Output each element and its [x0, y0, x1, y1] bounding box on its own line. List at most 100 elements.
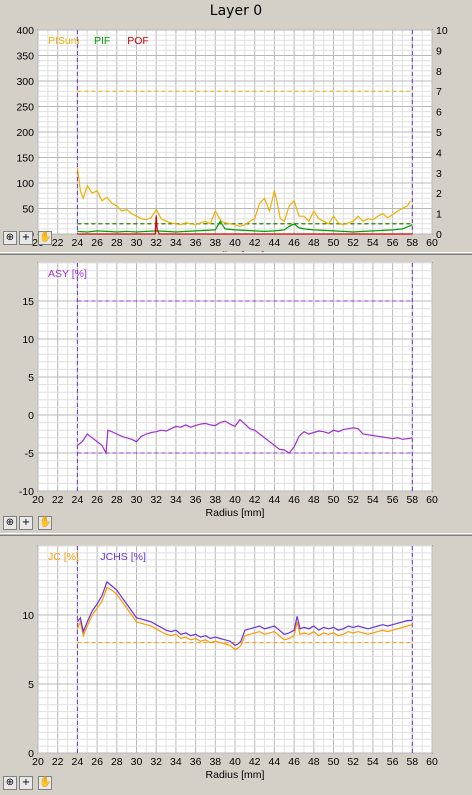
pane-divider[interactable] [0, 252, 472, 255]
x-tick-label: 22 [52, 494, 64, 506]
crosshair-icon[interactable]: + [19, 776, 33, 790]
y2-tick-label: 0 [436, 229, 442, 241]
y2-tick-label: 7 [436, 86, 442, 98]
x-tick-label: 36 [190, 494, 202, 506]
crosshair-icon[interactable]: + [19, 231, 33, 245]
x-tick-label: 60 [426, 237, 438, 249]
chart-3-svg[interactable]: 20 22 24 26 28 30 32 34 36 38 40 42 44 46 48 50 52 54 56 58… [0, 536, 472, 795]
crosshair-icon[interactable]: + [19, 516, 33, 530]
x-tick-label: 48 [308, 756, 320, 768]
x-tick-label: 50 [328, 756, 340, 768]
y-tick-label: 250 [16, 102, 34, 114]
x-axis-label: Radius [mm] [206, 250, 265, 252]
chart-pane-1: 2022242628303234363840424446485052545658… [0, 22, 472, 252]
x-tick-label: 28 [111, 237, 123, 249]
series-line-pof [77, 215, 413, 235]
x-tick-label: 26 [91, 756, 103, 768]
x-tick-label: 42 [249, 237, 261, 249]
x-tick-label: 22 [52, 756, 64, 768]
y-tick-label: -10 [19, 486, 34, 498]
x-tick-label: 50 [328, 237, 340, 249]
x-tick-label: 54 [367, 494, 379, 506]
x-tick-label: 42 [249, 756, 261, 768]
x-tick-label: 46 [288, 237, 300, 249]
grid [37, 262, 433, 492]
x-axis-label: Radius [mm] [206, 507, 265, 519]
x-tick-label: 54 [367, 756, 379, 768]
y-tick-label: 50 [22, 204, 34, 216]
x-tick-label: 34 [170, 237, 182, 249]
x-tick-label: 34 [170, 756, 182, 768]
x-tick-label: 48 [308, 237, 320, 249]
y2-tick-label: 6 [436, 107, 442, 119]
x-tick-label: 60 [426, 756, 438, 768]
y2-tick-label: 4 [436, 147, 442, 159]
hand-icon[interactable]: ✋ [38, 516, 52, 530]
y2-tick-label: 9 [436, 45, 442, 57]
x-tick-label: 26 [91, 237, 103, 249]
y-tick-label: -5 [25, 448, 34, 460]
y-tick-label: 100 [16, 178, 34, 190]
x-tick-label: 50 [328, 494, 340, 506]
legend-entry: ASY [%] [48, 268, 87, 280]
x-tick-label: 32 [150, 494, 162, 506]
y-tick-label: 10 [22, 610, 34, 622]
y-tick-label: 10 [22, 334, 34, 346]
y-tick-label: 200 [16, 127, 34, 139]
x-tick-label: 38 [209, 756, 221, 768]
chart-pane-2: 20 22 24 26 28 30 32 34 36 38 40 42 44 46 48 50 52 54 56 58… [0, 255, 472, 533]
x-tick-label: 26 [91, 494, 103, 506]
x-tick-label: 52 [347, 237, 359, 249]
chart-pane-3: 20 22 24 26 28 30 32 34 36 38 40 42 44 46 48 50 52 54 56 58… [0, 536, 472, 795]
x-tick-label: 28 [111, 494, 123, 506]
y-tick-label: 15 [22, 296, 34, 308]
x-tick-label: 52 [347, 756, 359, 768]
x-tick-label: 56 [387, 494, 399, 506]
x-tick-label: 54 [367, 237, 379, 249]
zoom-icon[interactable]: ⊕ [3, 516, 17, 530]
zoom-icon[interactable]: ⊕ [3, 231, 17, 245]
x-tick-label: 60 [426, 494, 438, 506]
y2-tick-label: 5 [436, 127, 442, 139]
x-tick-label: 36 [190, 756, 202, 768]
hand-icon[interactable]: ✋ [38, 776, 52, 790]
x-tick-label: 40 [229, 494, 241, 506]
series-line-jchs [76, 580, 413, 647]
y-tick-label: 350 [16, 51, 34, 63]
x-tick-label: 44 [269, 756, 281, 768]
x-tick-label: 40 [229, 237, 241, 249]
series-line-pif [77, 220, 413, 233]
series-line-asy [77, 418, 413, 456]
legend-entry: JCHS [%] [100, 551, 146, 563]
x-tick-label: 58 [406, 756, 418, 768]
zoom-icon[interactable]: ⊕ [3, 776, 17, 790]
chart-1-svg[interactable]: 2022242628303234363840424446485052545658… [0, 22, 472, 252]
hand-icon[interactable]: ✋ [38, 231, 52, 245]
x-tick-label: 52 [347, 494, 359, 506]
y-tick-label: 0 [28, 410, 34, 422]
y-tick-label: 400 [16, 25, 34, 37]
x-tick-label: 56 [387, 237, 399, 249]
series-line-jc [76, 586, 413, 651]
chart-2-svg[interactable]: 20 22 24 26 28 30 32 34 36 38 40 42 44 46 48 50 52 54 56 58… [0, 255, 472, 533]
x-tick-label: 22 [52, 237, 64, 249]
x-tick-label: 40 [229, 756, 241, 768]
window-title: Layer 0 [0, 0, 472, 23]
y-tick-label: 300 [16, 76, 34, 88]
x-tick-label: 28 [111, 756, 123, 768]
x-tick-label: 20 [32, 756, 44, 768]
pane-divider[interactable] [0, 533, 472, 536]
x-tick-label: 30 [131, 237, 143, 249]
x-tick-label: 32 [150, 237, 162, 249]
y2-tick-label: 1 [436, 209, 442, 221]
x-tick-label: 24 [72, 237, 84, 249]
y2-tick-label: 8 [436, 66, 442, 78]
y2-tick-label: 2 [436, 188, 442, 200]
y-tick-label: 5 [28, 372, 34, 384]
x-tick-label: 34 [170, 494, 182, 506]
legend-entry: PISum [48, 35, 80, 47]
x-axis-label: Radius [mm] [206, 769, 265, 781]
x-tick-label: 24 [72, 494, 84, 506]
x-tick-label: 58 [406, 237, 418, 249]
x-tick-label: 24 [72, 756, 84, 768]
